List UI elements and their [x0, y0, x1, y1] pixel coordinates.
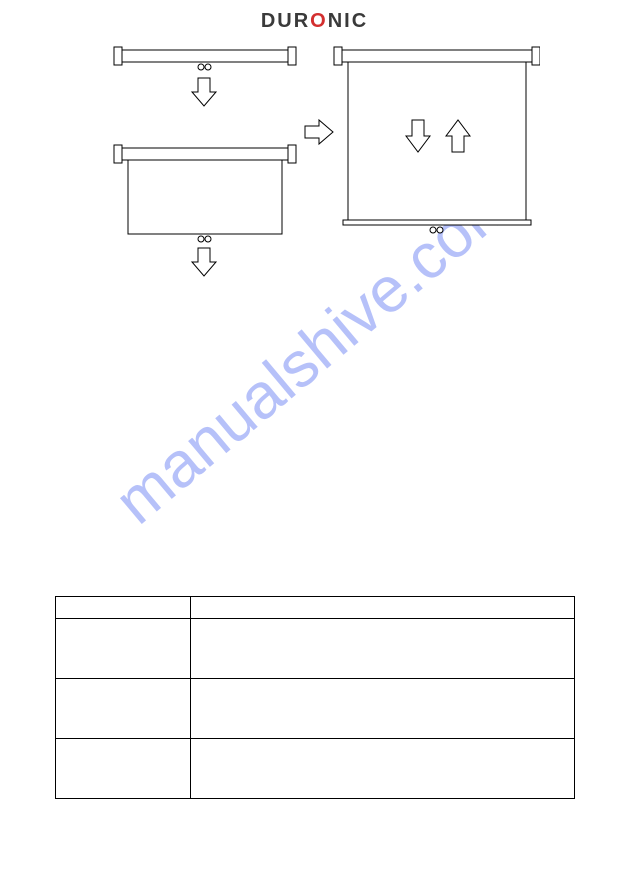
logo-pre: DUR [261, 10, 310, 32]
table-row [56, 619, 575, 679]
brand-logo: DURONIC [261, 10, 368, 33]
table-cell [56, 597, 191, 619]
table-cell [56, 619, 191, 679]
table [55, 596, 575, 799]
arrow-down-2-icon [192, 248, 216, 276]
screen-operation-diagram [100, 40, 540, 300]
diagram-svg [100, 40, 540, 310]
table-cell [191, 619, 575, 679]
table-cell [56, 679, 191, 739]
table-row [56, 597, 575, 619]
logo-post: NIC [328, 10, 368, 32]
full-screen [334, 47, 540, 233]
table-cell [191, 597, 575, 619]
spec-table [55, 596, 575, 799]
table-row [56, 739, 575, 799]
arrow-right-icon [305, 120, 333, 144]
table-cell [191, 679, 575, 739]
partial-screen [114, 145, 296, 242]
closed-case [114, 47, 296, 70]
table-row [56, 679, 575, 739]
table-cell [56, 739, 191, 799]
logo-accent: O [310, 10, 328, 33]
arrow-down-1-icon [192, 78, 216, 106]
table-cell [191, 739, 575, 799]
